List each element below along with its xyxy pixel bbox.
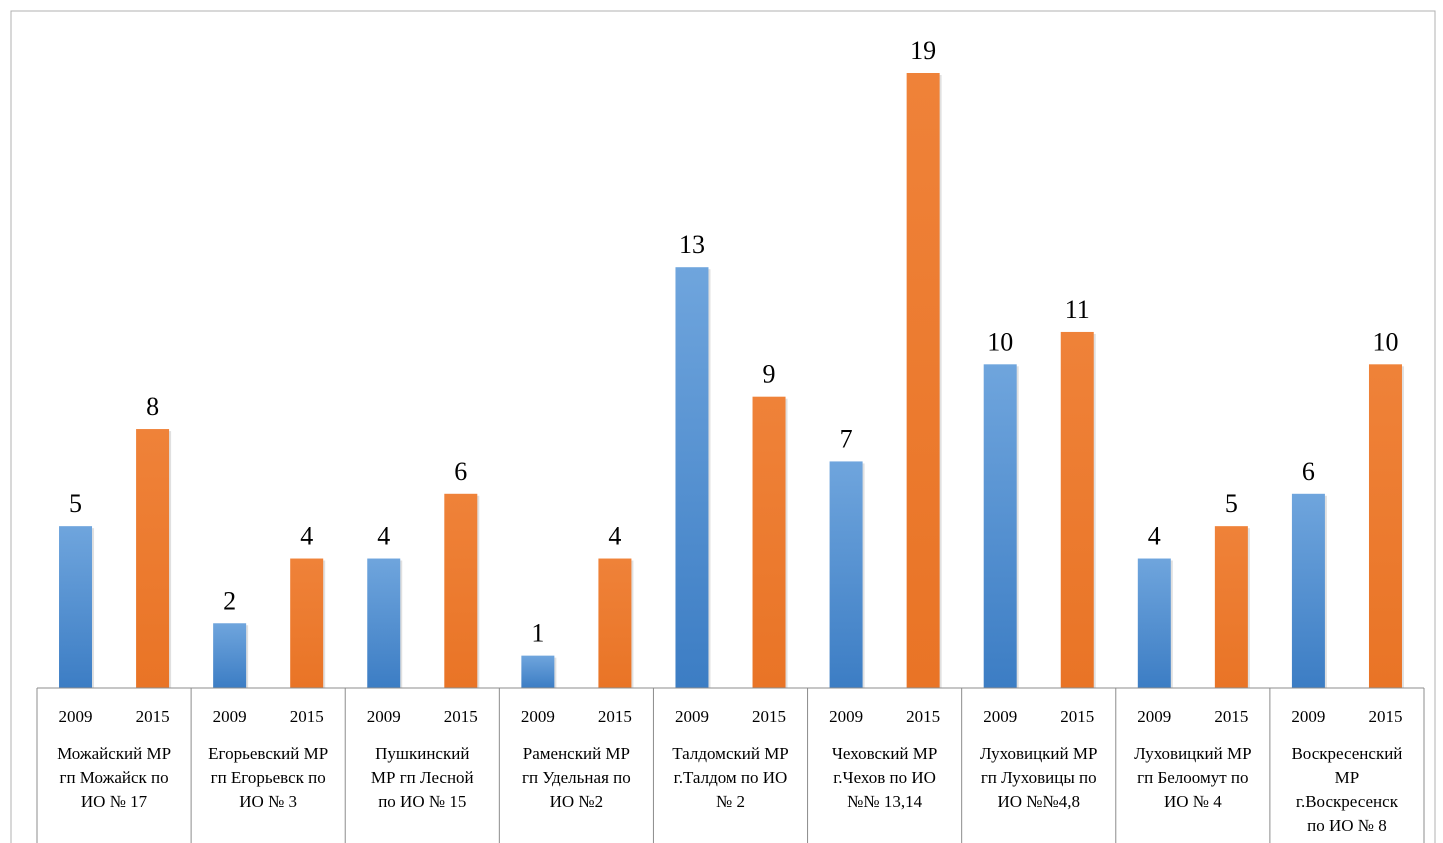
bar-2009-5 [675, 267, 709, 688]
bar-2015-1 [136, 429, 170, 688]
category-label-8: гп Белоомут по [1137, 768, 1248, 787]
category-label-9: МР [1335, 768, 1360, 787]
data-label-2015-1: 8 [146, 392, 159, 421]
data-label-2009-5: 13 [679, 230, 705, 259]
category-label-7: ИО №№4,8 [997, 792, 1080, 811]
bar-2009-1 [59, 526, 93, 688]
bar-2015-9 [1368, 364, 1402, 688]
tick-label-year: 2009 [1137, 707, 1171, 726]
bar-2015-5 [752, 396, 786, 688]
category-label-1: Можайский МР [57, 744, 171, 763]
category-label-8: ИО № 4 [1164, 792, 1222, 811]
category-label-9: Воскресенский [1291, 744, 1402, 763]
category-label-2: гп Егорьевск по [211, 768, 326, 787]
data-label-2015-3: 6 [454, 457, 467, 486]
bar-2015-6 [906, 73, 940, 688]
bar-2015-8 [1214, 526, 1248, 688]
category-label-1: гп Можайск по [59, 768, 168, 787]
category-label-2: Егорьевский МР [208, 744, 328, 763]
category-label-6: Чеховский МР [832, 744, 937, 763]
bar-2015-3 [444, 493, 478, 688]
category-label-4: гп Удельная по [522, 768, 631, 787]
tick-label-year: 2009 [675, 707, 709, 726]
tick-label-year: 2009 [213, 707, 247, 726]
tick-label-year: 2015 [290, 707, 324, 726]
tick-label-year: 2009 [829, 707, 863, 726]
category-label-6: г.Чехов по ИО [833, 768, 936, 787]
chart-border [10, 10, 1436, 843]
data-label-2015-9: 10 [1372, 327, 1398, 356]
bar-2015-7 [1060, 331, 1094, 688]
bar-2015-4 [598, 558, 632, 688]
category-label-5: г.Талдом по ИО [674, 768, 788, 787]
data-label-2015-7: 11 [1065, 295, 1090, 324]
data-label-2009-6: 7 [840, 424, 853, 453]
bar-2009-8 [1137, 558, 1171, 688]
tick-label-year: 2009 [983, 707, 1017, 726]
data-label-2009-4: 1 [531, 619, 544, 648]
data-label-2015-2: 4 [300, 522, 313, 551]
category-label-9: г.Воскресенск [1296, 792, 1399, 811]
data-label-2009-3: 4 [377, 522, 390, 551]
tick-label-year: 2015 [906, 707, 940, 726]
tick-label-year: 2015 [136, 707, 170, 726]
data-label-2015-4: 4 [608, 522, 621, 551]
data-label-2009-7: 10 [987, 327, 1013, 356]
tick-label-year: 2015 [1214, 707, 1248, 726]
bar-2015-2 [290, 558, 324, 688]
tick-label-year: 2009 [59, 707, 93, 726]
category-label-1: ИО № 17 [81, 792, 148, 811]
data-label-2009-1: 5 [69, 489, 82, 518]
category-label-3: МР гп Лесной [371, 768, 474, 787]
category-label-2: ИО № 3 [239, 792, 297, 811]
category-label-9: по ИО № 8 [1307, 816, 1387, 835]
tick-label-year: 2015 [444, 707, 478, 726]
category-label-3: Пушкинский [375, 744, 469, 763]
tick-label-year: 2009 [367, 707, 401, 726]
category-label-5: Талдомский МР [672, 744, 789, 763]
bar-2009-4 [521, 655, 555, 688]
tick-label-year: 2015 [1060, 707, 1094, 726]
bar-2009-6 [829, 461, 863, 688]
category-label-4: Раменский МР [523, 744, 630, 763]
category-label-8: Луховицкий МР [1134, 744, 1251, 763]
category-label-7: Луховицкий МР [980, 744, 1097, 763]
data-label-2015-8: 5 [1225, 489, 1238, 518]
bar-2009-9 [1291, 493, 1325, 688]
bar-2009-3 [367, 558, 401, 688]
category-label-7: гп Луховицы по [981, 768, 1097, 787]
data-label-2015-6: 19 [910, 36, 936, 65]
tick-label-year: 2009 [1291, 707, 1325, 726]
bar-2009-2 [213, 623, 247, 688]
tick-label-year: 2015 [1368, 707, 1402, 726]
category-label-4: ИО №2 [550, 792, 604, 811]
data-label-2015-5: 9 [763, 360, 776, 389]
tick-label-year: 2015 [752, 707, 786, 726]
data-label-2009-9: 6 [1302, 457, 1315, 486]
category-label-5: № 2 [716, 792, 745, 811]
tick-label-year: 2015 [598, 707, 632, 726]
bar-2009-7 [983, 364, 1017, 688]
category-label-6: №№ 13,14 [847, 792, 922, 811]
data-label-2009-2: 2 [223, 586, 236, 615]
category-label-3: по ИО № 15 [378, 792, 466, 811]
tick-label-year: 2009 [521, 707, 555, 726]
data-label-2009-8: 4 [1148, 522, 1161, 551]
